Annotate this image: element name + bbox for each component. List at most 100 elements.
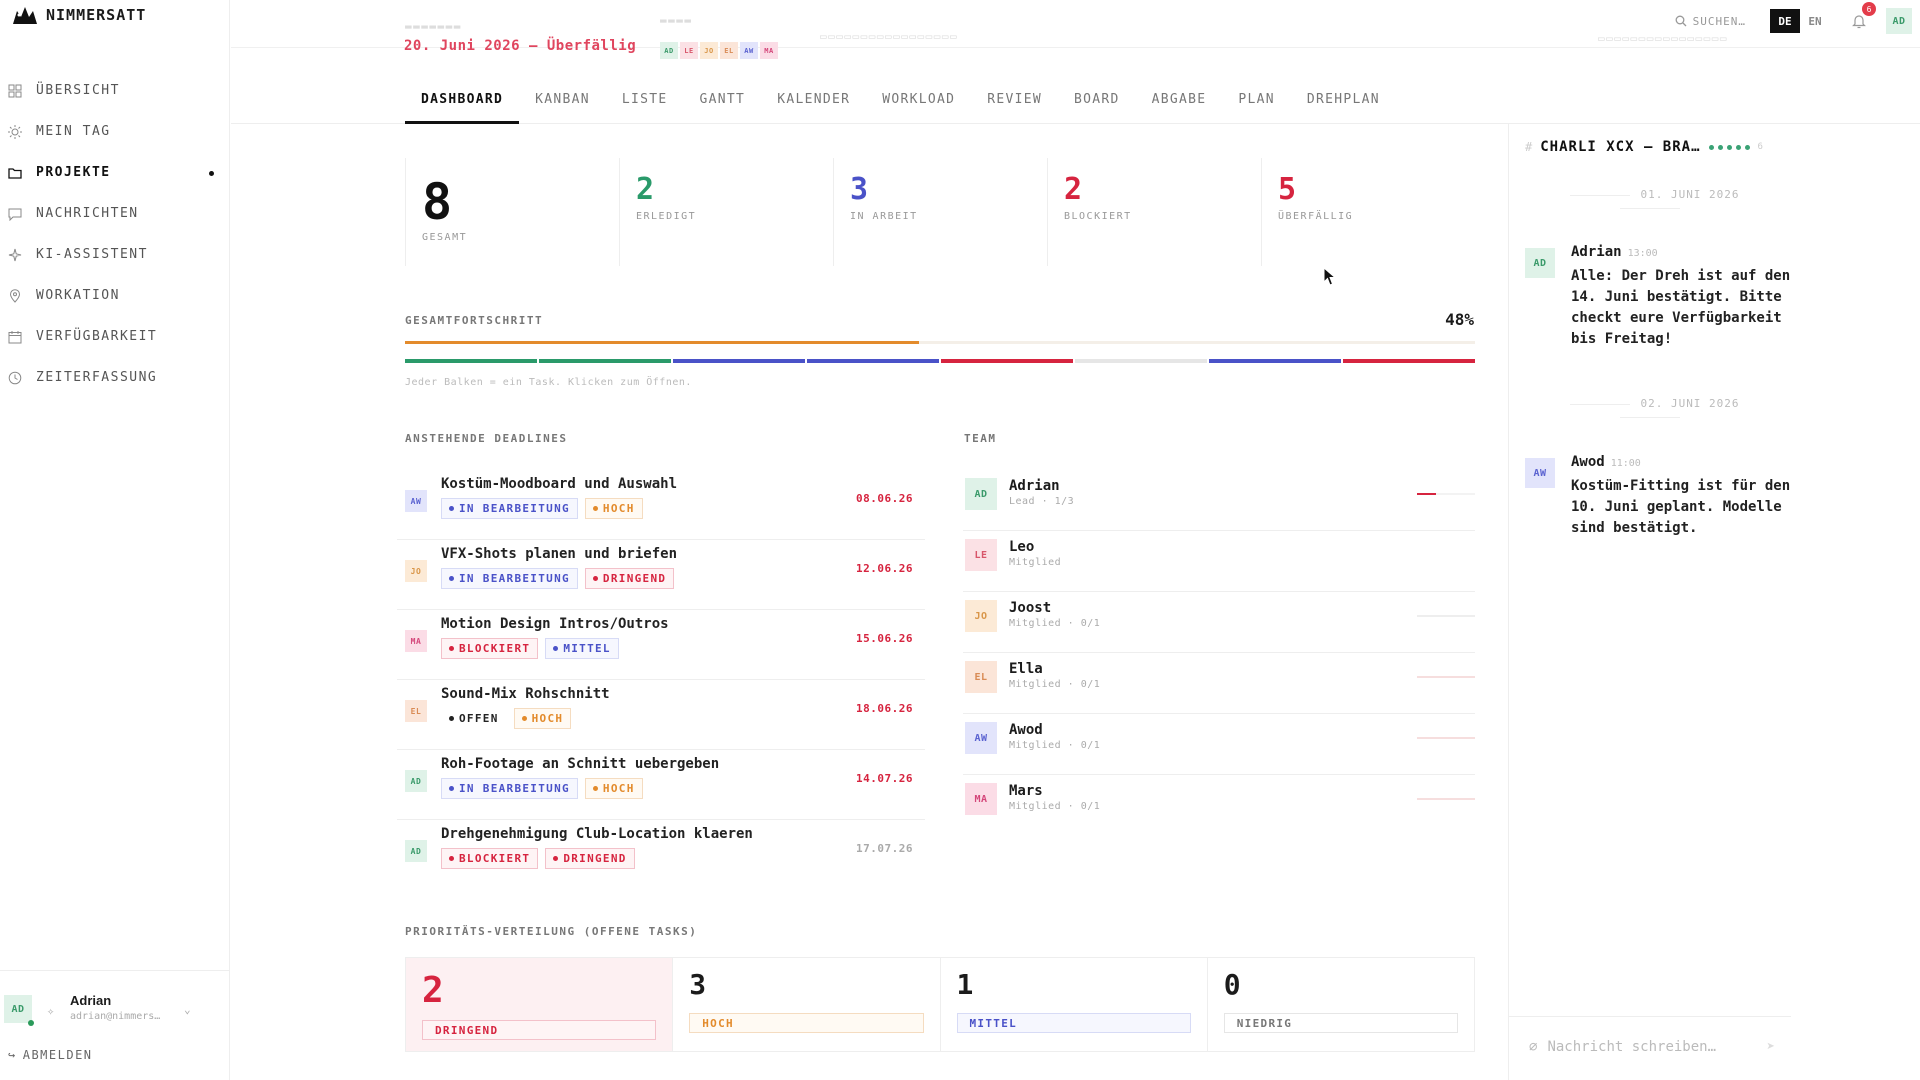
task-bar[interactable] bbox=[1343, 359, 1475, 363]
task-bar[interactable] bbox=[1075, 359, 1207, 363]
logout-button[interactable]: ↪ ABMELDEN bbox=[8, 1048, 93, 1062]
deadline-row[interactable]: AD Drehgenehmigung Club-Location klaeren B… bbox=[397, 820, 925, 890]
status-badge-label: BLOCKIERT bbox=[459, 642, 531, 655]
avatar: AW bbox=[965, 722, 997, 754]
overall-progress-bar bbox=[405, 341, 1475, 344]
task-bar[interactable] bbox=[673, 359, 805, 363]
stat-label: ERLEDIGT bbox=[636, 211, 697, 222]
tab-workload[interactable]: WORKLOAD bbox=[882, 92, 956, 107]
team-member-row[interactable]: AD Adrian Lead · 1/3 bbox=[963, 470, 1475, 531]
tab-kanban[interactable]: KANBAN bbox=[535, 92, 590, 107]
priority-card[interactable]: 2 DRINGEND bbox=[406, 958, 674, 1051]
bell-icon bbox=[1852, 14, 1866, 28]
avatar: MA bbox=[965, 783, 997, 815]
deadline-row[interactable]: AD Roh-Footage an Schnitt uebergeben IN BE… bbox=[397, 750, 925, 820]
team-member-row[interactable]: LE Leo Mitglied bbox=[963, 531, 1475, 592]
deadline-row[interactable]: MA Motion Design Intros/Outros BLOCKIERT MI… bbox=[397, 610, 925, 680]
status-badge-label: IN BEARBEITUNG bbox=[459, 572, 570, 585]
priority-badge: HOCH bbox=[584, 778, 643, 799]
task-chips: IN BEARBEITUNG HOCH bbox=[441, 778, 643, 799]
sidebar-item-nachrichten[interactable]: NACHRICHTEN bbox=[0, 193, 230, 234]
priority-chip-label: HOCH bbox=[702, 1016, 734, 1030]
chat-header[interactable]: # CHARLI XCX — BRA… 6 bbox=[1509, 134, 1791, 160]
task-bar[interactable] bbox=[807, 359, 939, 363]
sidebar-item-label: ÜBERSICHT bbox=[36, 83, 120, 98]
deadline-row[interactable]: AW Kostüm-Moodboard und Auswahl IN BEARBEI… bbox=[397, 470, 925, 540]
sidebar-item-label: PROJEKTE bbox=[36, 165, 111, 180]
search-button[interactable]: SUCHEN… bbox=[1675, 15, 1746, 28]
chevron-down-icon[interactable]: ⌄ bbox=[184, 1003, 191, 1016]
due-date: 18.06.26 bbox=[856, 702, 913, 715]
message-input[interactable]: ⌀ Nachricht schreiben… bbox=[1529, 1039, 1716, 1055]
avatar: MA bbox=[405, 630, 427, 652]
status-dot bbox=[553, 646, 559, 651]
tab-dashboard[interactable]: DASHBOARD bbox=[405, 80, 520, 124]
user-avatar[interactable]: AD bbox=[1886, 8, 1912, 34]
tab-abgabe[interactable]: ABGABE bbox=[1151, 92, 1207, 107]
status-dot bbox=[592, 506, 598, 511]
sidebar-item-verfügbarkeit[interactable]: VERFÜGBARKEIT bbox=[0, 316, 230, 357]
tab-liste[interactable]: LISTE bbox=[621, 92, 668, 107]
app-logo[interactable]: NIMMERSATT bbox=[12, 5, 146, 25]
stat-card: 5 ÜBERFÄLLIG bbox=[1262, 158, 1475, 266]
lang-en-button[interactable]: EN bbox=[1808, 14, 1822, 28]
sidebar-item-ki-assistent[interactable]: KI-ASSISTENT bbox=[0, 234, 230, 275]
notifications-button[interactable]: 6 bbox=[1848, 2, 1876, 32]
member-progress-track bbox=[1417, 737, 1475, 739]
team-member-row[interactable]: EL Ella Mitglied · 0/1 bbox=[963, 653, 1475, 714]
team-member-row[interactable]: AW Awod Mitglied · 0/1 bbox=[963, 714, 1475, 775]
status-dot bbox=[449, 576, 454, 581]
task-chips: BLOCKIERT MITTEL bbox=[441, 638, 619, 659]
team-member-row[interactable]: MA Mars Mitglied · 0/1 bbox=[963, 775, 1475, 836]
task-bar[interactable] bbox=[405, 359, 537, 363]
avatar: AD bbox=[405, 840, 427, 862]
user-card[interactable]: AD ✧ Adrian adrian@nimmers… ⌄ bbox=[0, 970, 230, 1050]
sidebar-item-mein-tag[interactable]: MEIN TAG bbox=[0, 111, 230, 152]
attach-icon[interactable]: ⌀ bbox=[1529, 1039, 1538, 1055]
folder-icon bbox=[6, 164, 24, 182]
priority-card[interactable]: 3 HOCH bbox=[673, 958, 941, 1051]
status-badge: BLOCKIERT bbox=[441, 848, 539, 869]
priority-badge-label: HOCH bbox=[602, 782, 635, 795]
tab-board[interactable]: BOARD bbox=[1073, 92, 1120, 107]
avatar: EL bbox=[405, 700, 427, 722]
member-progress-track bbox=[1417, 615, 1475, 617]
avatar: LE bbox=[680, 42, 698, 59]
faded-header-label-1: ▬▬▬▬▬▬▬ bbox=[405, 20, 462, 33]
deadline-row[interactable]: JO VFX-Shots planen und briefen IN BEARBEI… bbox=[397, 540, 925, 610]
priority-badge-label: HOCH bbox=[602, 502, 635, 515]
status-badge: IN BEARBEITUNG bbox=[441, 568, 578, 589]
sidebar-item-projekte[interactable]: PROJEKTE bbox=[0, 152, 230, 193]
mouse-cursor-icon bbox=[1323, 267, 1337, 286]
calendar-icon bbox=[6, 328, 24, 346]
message-time: 13:00 bbox=[1627, 248, 1658, 259]
chat-member-count: 6 bbox=[1757, 142, 1763, 152]
lang-de-button[interactable]: DE bbox=[1770, 9, 1800, 33]
sidebar-item-zeiterfassung[interactable]: ZEITERFASSUNG bbox=[0, 357, 230, 398]
task-bar[interactable] bbox=[539, 359, 671, 363]
stat-label: BLOCKIERT bbox=[1064, 211, 1132, 222]
task-title: Roh-Footage an Schnitt uebergeben bbox=[441, 756, 720, 772]
priority-card[interactable]: 0 NIEDRIG bbox=[1208, 958, 1474, 1051]
language-switch: DE EN bbox=[1770, 9, 1830, 33]
progress-percent: 48% bbox=[1445, 310, 1474, 329]
status-badge: BLOCKIERT bbox=[441, 638, 539, 659]
task-bar[interactable] bbox=[941, 359, 1073, 363]
tab-review[interactable]: REVIEW bbox=[987, 92, 1042, 107]
tab-kalender[interactable]: KALENDER bbox=[777, 92, 851, 107]
priority-chip: MITTEL bbox=[956, 1013, 1191, 1033]
task-bar[interactable] bbox=[1209, 359, 1341, 363]
priority-card[interactable]: 1 MITTEL bbox=[941, 958, 1208, 1051]
sidebar-item-workation[interactable]: WORKATION bbox=[0, 275, 230, 316]
logo-icon bbox=[13, 7, 37, 24]
status-dot bbox=[449, 856, 454, 861]
send-icon[interactable]: ➤ bbox=[1766, 1039, 1775, 1055]
sidebar-item-übersicht[interactable]: ÜBERSICHT bbox=[0, 70, 230, 111]
priority-badge: HOCH bbox=[513, 708, 572, 729]
tab-plan[interactable]: PLAN bbox=[1238, 92, 1275, 107]
tab-drehplan[interactable]: DREHPLAN bbox=[1306, 92, 1380, 107]
message-author: Adrian 13:00 bbox=[1571, 244, 1658, 260]
team-member-row[interactable]: JO Joost Mitglied · 0/1 bbox=[963, 592, 1475, 653]
tab-gantt[interactable]: GANTT bbox=[699, 92, 746, 107]
deadline-row[interactable]: EL Sound-Mix Rohschnitt OFFEN HOCH 18.06.26 bbox=[397, 680, 925, 750]
